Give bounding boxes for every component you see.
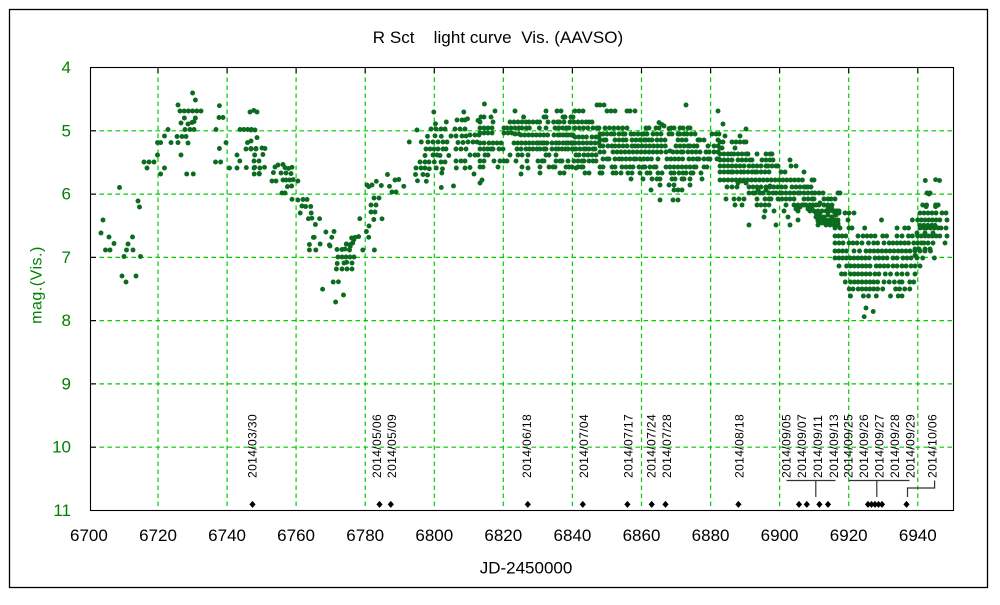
svg-text:2014/09/29: 2014/09/29: [904, 414, 918, 478]
svg-text:6840: 6840: [553, 526, 591, 545]
svg-text:5: 5: [62, 121, 71, 140]
svg-text:2014/10/06: 2014/10/06: [926, 414, 940, 478]
svg-text:10: 10: [52, 438, 71, 457]
svg-text:6760: 6760: [277, 526, 315, 545]
svg-text:4: 4: [62, 58, 71, 77]
svg-text:7: 7: [62, 248, 71, 267]
svg-text:2014/03/30: 2014/03/30: [246, 414, 260, 478]
svg-text:R Sct light curve Vis. (AA: R Sct light curve Vis. (AAVSO): [373, 28, 623, 47]
svg-text:9: 9: [62, 374, 71, 393]
svg-text:6900: 6900: [761, 526, 799, 545]
svg-text:2014/06/18: 2014/06/18: [520, 414, 534, 478]
svg-text:8: 8: [62, 311, 71, 330]
svg-text:2014/09/26: 2014/09/26: [857, 414, 871, 478]
svg-text:6720: 6720: [139, 526, 177, 545]
svg-text:2014/07/24: 2014/07/24: [645, 414, 659, 478]
svg-text:6800: 6800: [415, 526, 453, 545]
svg-text:2014/07/04: 2014/07/04: [577, 414, 591, 478]
svg-text:2014/09/28: 2014/09/28: [888, 414, 902, 478]
svg-text:6: 6: [62, 185, 71, 204]
svg-text:2014/07/17: 2014/07/17: [622, 414, 636, 478]
svg-text:6880: 6880: [692, 526, 730, 545]
svg-text:6860: 6860: [623, 526, 661, 545]
svg-text:6820: 6820: [484, 526, 522, 545]
svg-text:2014/09/27: 2014/09/27: [873, 414, 887, 478]
svg-text:2014/09/25: 2014/09/25: [842, 414, 856, 478]
svg-text:11: 11: [53, 501, 71, 520]
svg-text:6920: 6920: [830, 526, 868, 545]
svg-text:2014/07/28: 2014/07/28: [660, 414, 674, 478]
svg-text:6740: 6740: [208, 526, 246, 545]
svg-text:2014/09/05: 2014/09/05: [780, 414, 794, 478]
svg-text:2014/05/09: 2014/05/09: [385, 414, 399, 478]
svg-text:2014/09/13: 2014/09/13: [827, 414, 841, 478]
svg-text:2014/09/07: 2014/09/07: [795, 414, 809, 478]
svg-text:JD-2450000: JD-2450000: [480, 559, 573, 578]
svg-text:6940: 6940: [899, 526, 937, 545]
svg-text:mag.(Vis.): mag.(Vis.): [29, 246, 46, 324]
svg-text:2014/09/11: 2014/09/11: [811, 415, 825, 478]
svg-text:6700: 6700: [70, 526, 108, 545]
svg-text:2014/05/06: 2014/05/06: [370, 414, 384, 478]
svg-text:2014/08/18: 2014/08/18: [733, 414, 747, 478]
svg-text:6780: 6780: [346, 526, 384, 545]
